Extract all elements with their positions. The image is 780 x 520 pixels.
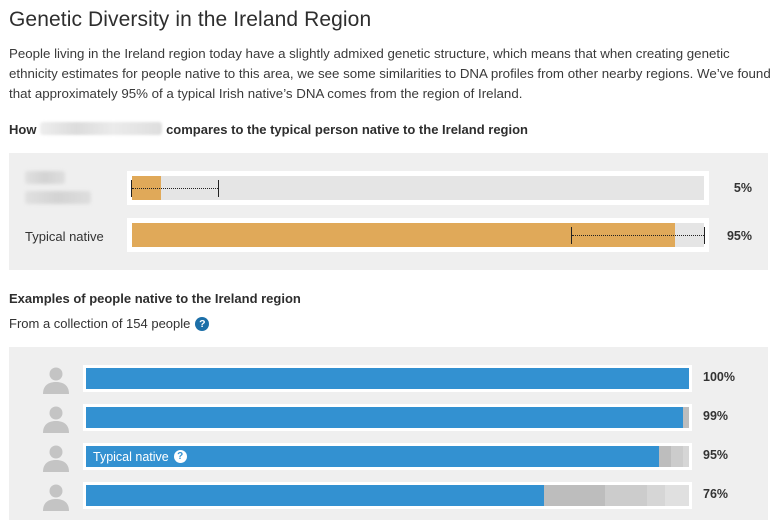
typical-native-bar	[127, 218, 709, 252]
intro-paragraph: People living in the Ireland region toda…	[9, 46, 771, 101]
typical-native-help-icon[interactable]: ?	[173, 450, 187, 463]
person-avatar-icon	[41, 405, 71, 433]
grey-segment	[682, 446, 689, 467]
example-ethnicity-bar	[83, 404, 692, 431]
example-bar-fill	[86, 407, 683, 428]
grey-segment	[604, 485, 647, 506]
grey-segment	[670, 446, 683, 467]
example-row: Typical native? 95%	[9, 441, 768, 472]
example-row: 100%	[9, 363, 768, 394]
person-avatar-icon	[41, 366, 71, 394]
help-icon[interactable]: ?	[195, 316, 210, 331]
examples-panel: 100% 99% Typical native? 95% 76%	[9, 347, 768, 520]
blurred-user-name	[40, 122, 163, 135]
typical-native-label: Typical native	[25, 229, 104, 244]
person-avatar-icon	[41, 444, 71, 472]
example-bar-fill	[86, 368, 689, 389]
example-percent: 100%	[703, 370, 735, 384]
example-ethnicity-bar: Typical native?	[83, 443, 692, 470]
comparison-heading-prefix: How	[9, 122, 37, 137]
typical-native-bar-label: Typical native?	[93, 446, 187, 467]
typical-native-example-text: Typical native	[93, 449, 169, 464]
typical-native-percent: 95%	[726, 229, 752, 243]
example-percent: 76%	[703, 487, 729, 501]
example-ethnicity-bar	[83, 365, 692, 392]
examples-heading: Examples of people native to the Ireland…	[9, 291, 301, 306]
grey-segment	[658, 446, 671, 467]
grey-segment	[682, 407, 689, 428]
blurred-user-label-line2	[25, 191, 91, 204]
grey-segment	[646, 485, 665, 506]
collection-text: From a collection of 154 people	[9, 316, 191, 331]
grey-segment	[544, 485, 605, 506]
user-ethnicity-bar	[127, 171, 709, 205]
example-bar-fill	[86, 446, 659, 467]
page-title: Genetic Diversity in the Ireland Region	[9, 8, 372, 31]
user-range-indicator	[131, 180, 219, 197]
typical-native-range-indicator	[571, 227, 705, 244]
example-ethnicity-bar	[83, 482, 692, 509]
user-percent: 5%	[733, 181, 752, 195]
comparison-heading: How compares to the typical person nativ…	[9, 122, 528, 137]
example-row: 99%	[9, 402, 768, 433]
example-row: 76%	[9, 480, 768, 511]
collection-info: From a collection of 154 people ?	[9, 316, 210, 331]
example-percent: 95%	[703, 448, 729, 462]
comparison-heading-suffix: compares to the typical person native to…	[166, 122, 528, 137]
blurred-user-label-line1	[25, 171, 65, 184]
example-percent: 99%	[703, 409, 729, 423]
comparison-panel: 5% Typical native 95%	[9, 153, 768, 270]
person-avatar-icon	[41, 483, 71, 511]
grey-segment	[664, 485, 689, 506]
example-bar-fill	[86, 485, 545, 506]
